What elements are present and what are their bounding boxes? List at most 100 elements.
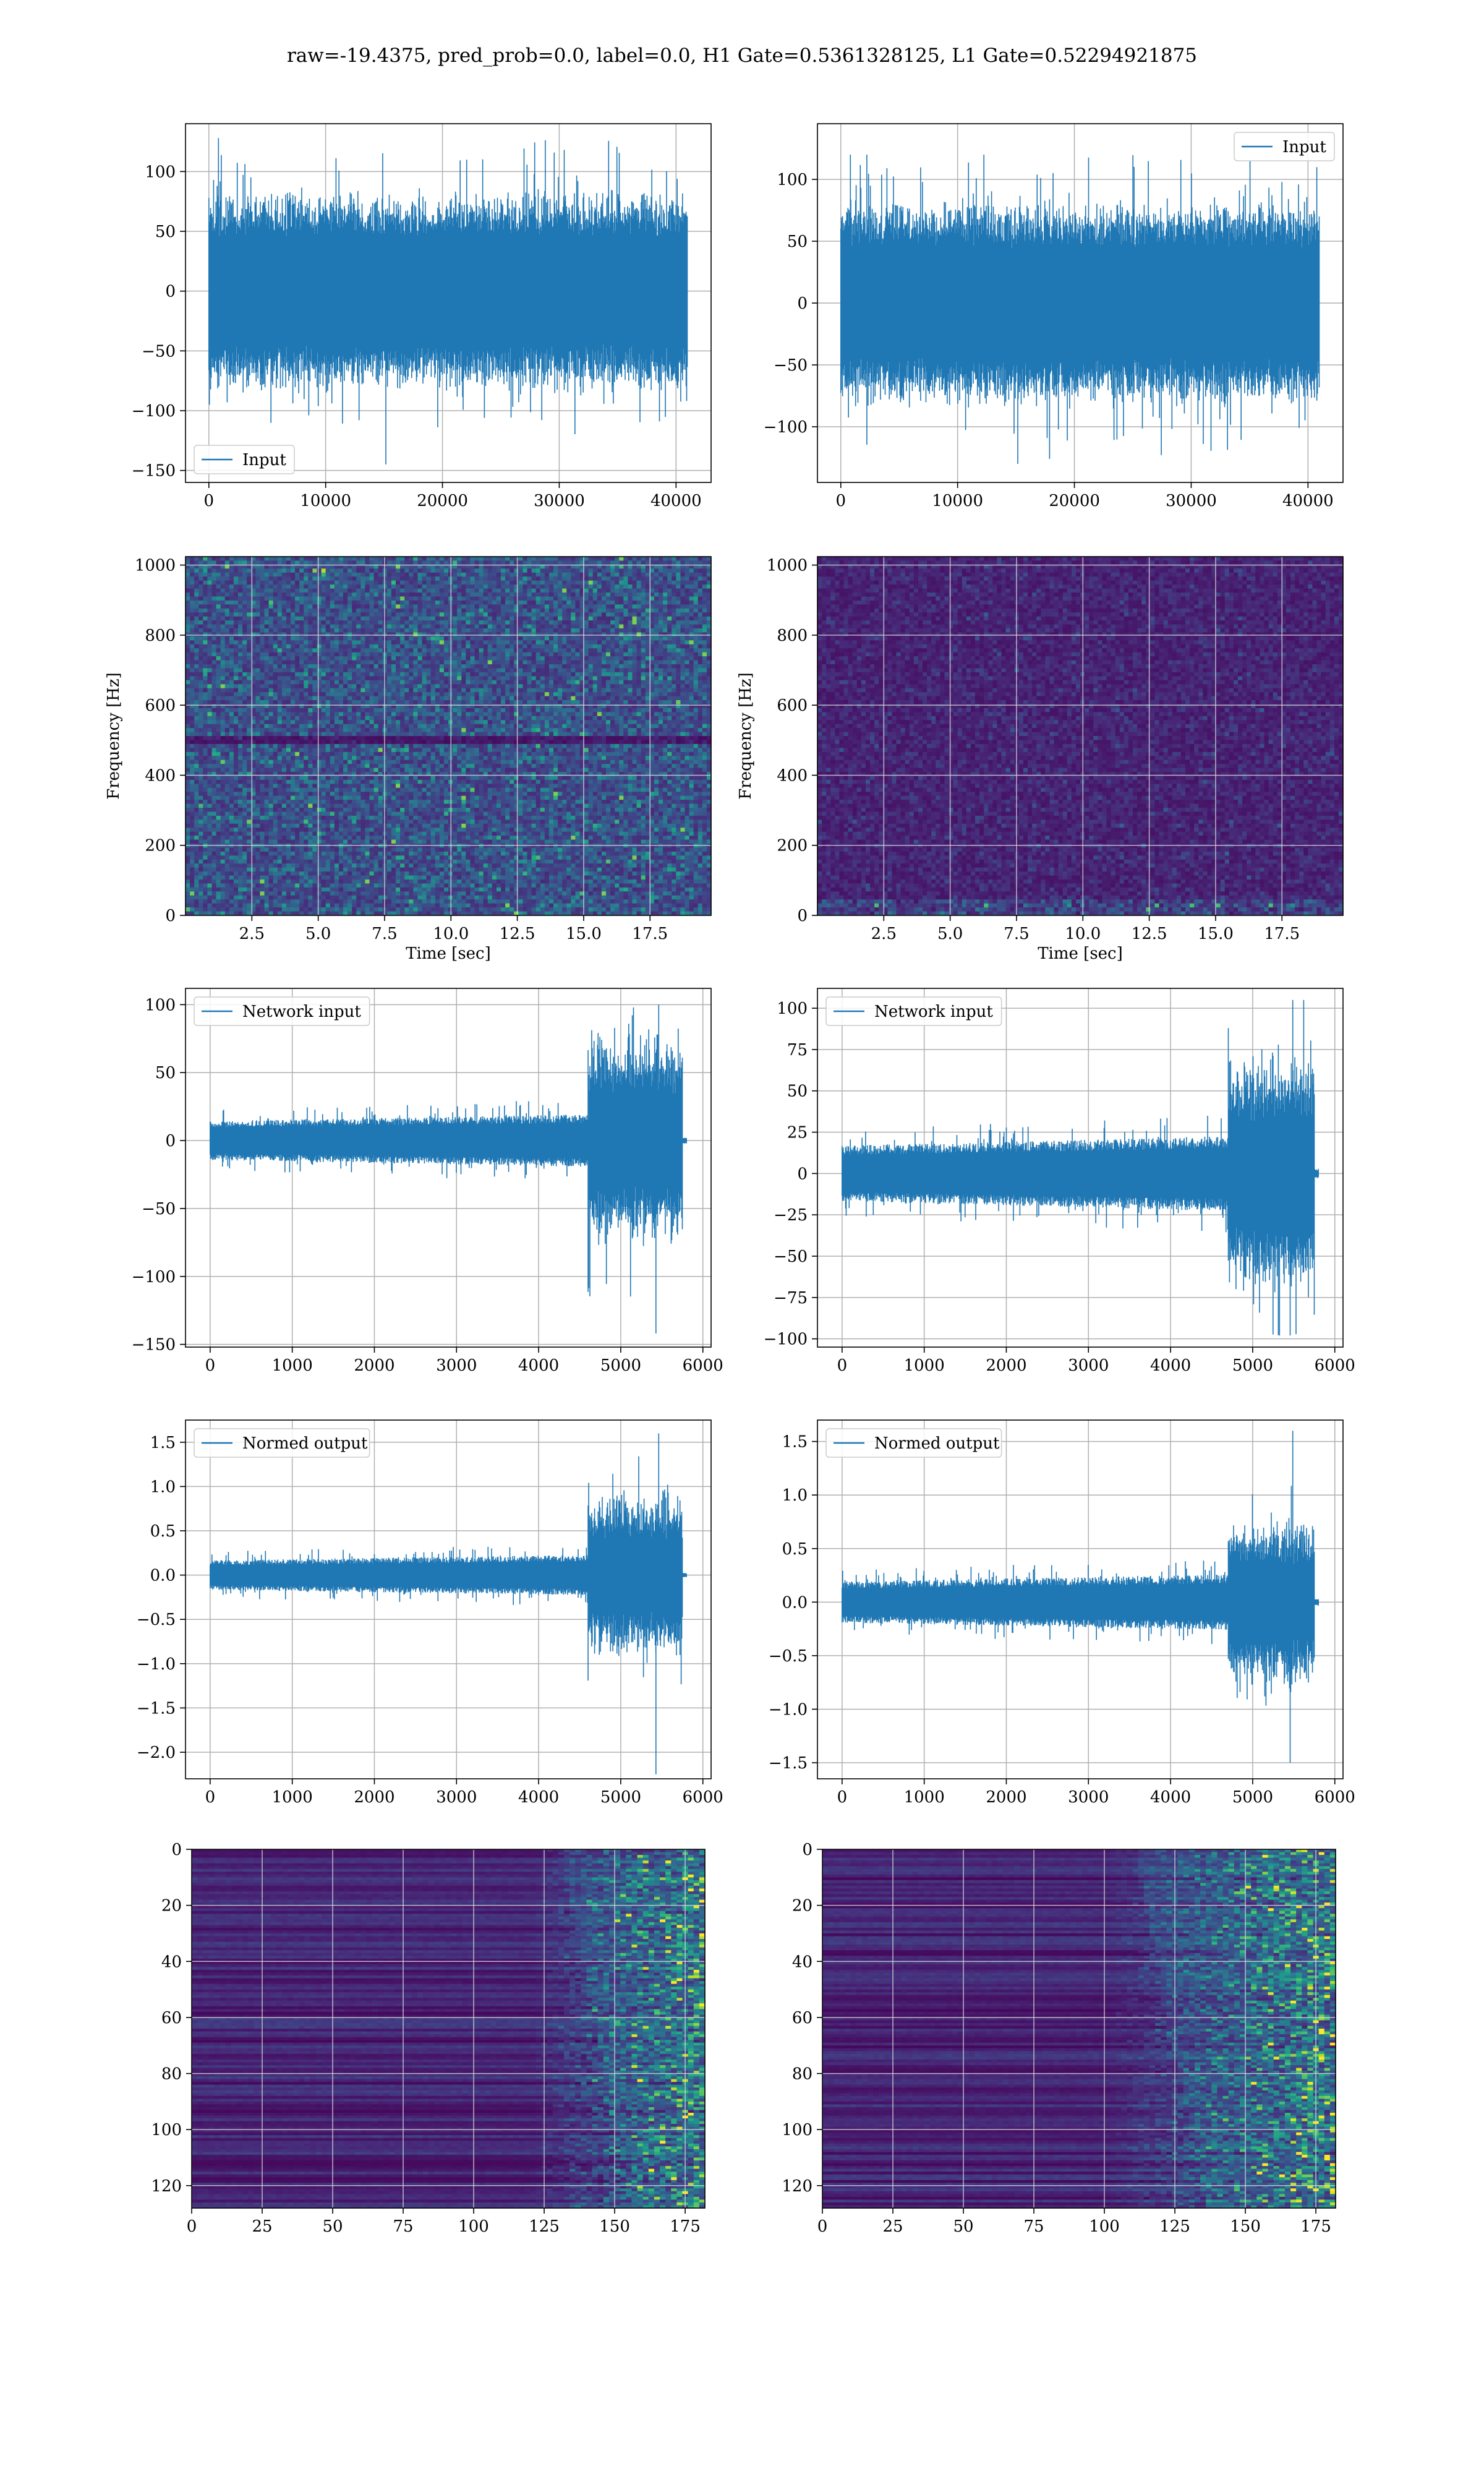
heatmap-cell — [370, 632, 375, 636]
heatmap-cell — [326, 620, 331, 625]
heatmap-cell — [282, 708, 287, 713]
heatmap-cell — [194, 632, 199, 636]
heatmap-cell — [322, 644, 326, 649]
heatmap-cell — [322, 656, 326, 661]
heatmap-cell — [317, 692, 322, 696]
heatmap-cell — [391, 708, 396, 713]
heatmap-cell — [540, 576, 545, 581]
heatmap-cell — [646, 668, 650, 672]
heatmap-cell — [685, 625, 690, 629]
heatmap-cell — [207, 604, 212, 609]
heatmap-cell — [457, 596, 462, 601]
heatmap-cell — [273, 584, 278, 589]
heatmap-cell — [282, 656, 287, 661]
heatmap-cell — [641, 700, 646, 704]
heatmap-cell — [444, 700, 449, 704]
heatmap-cell — [374, 661, 379, 665]
heatmap-cell — [348, 648, 352, 653]
heatmap-cell — [238, 684, 243, 688]
heatmap-cell — [431, 589, 436, 593]
heatmap-cell — [374, 584, 379, 589]
heatmap-cell — [348, 676, 352, 680]
heatmap-cell — [575, 680, 580, 685]
heatmap-cell — [186, 576, 190, 581]
heatmap-cell — [400, 700, 405, 704]
heatmap-cell — [461, 589, 466, 593]
heatmap-cell — [295, 688, 300, 693]
heatmap-cell — [435, 653, 440, 657]
heatmap-cell — [242, 640, 247, 644]
heatmap-cell — [518, 644, 523, 649]
heatmap-cell — [378, 573, 383, 577]
heatmap-cell — [659, 609, 663, 613]
heatmap-cell — [676, 688, 681, 693]
heatmap-cell — [326, 568, 331, 573]
heatmap-cell — [322, 620, 326, 625]
heatmap-cell — [667, 581, 672, 585]
heatmap-cell — [667, 692, 672, 696]
heatmap-cell — [299, 680, 304, 685]
heatmap-cell — [615, 601, 620, 605]
heatmap-cell — [667, 700, 672, 704]
heatmap-cell — [698, 584, 703, 589]
heatmap-cell — [466, 692, 471, 696]
heatmap-cell — [597, 640, 602, 644]
heatmap-cell — [273, 700, 278, 704]
heatmap-cell — [619, 581, 624, 585]
heatmap-cell — [378, 584, 383, 589]
heatmap-cell — [365, 656, 370, 661]
heatmap-cell — [558, 676, 563, 680]
heatmap-cell — [575, 576, 580, 581]
heatmap-cell — [374, 593, 379, 597]
heatmap-cell — [488, 568, 493, 573]
heatmap-cell — [330, 632, 335, 636]
heatmap-cell — [335, 568, 339, 573]
heatmap-cell — [278, 560, 283, 565]
heatmap-cell — [540, 680, 545, 685]
heatmap-cell — [610, 604, 615, 609]
heatmap-cell — [461, 653, 466, 657]
heatmap-cell — [589, 617, 594, 621]
heatmap-cell — [435, 636, 440, 641]
heatmap-cell — [633, 557, 638, 561]
heatmap-cell — [501, 708, 506, 713]
heatmap-cell — [536, 653, 541, 657]
heatmap-cell — [322, 661, 326, 665]
heatmap-cell — [299, 644, 304, 649]
heatmap-cell — [606, 604, 611, 609]
heatmap-cell — [198, 684, 203, 688]
heatmap-cell — [304, 644, 309, 649]
heatmap-cell — [558, 589, 563, 593]
heatmap-cell — [391, 589, 396, 593]
heatmap-cell — [269, 708, 274, 713]
heatmap-cell — [225, 584, 230, 589]
heatmap-cell — [440, 576, 445, 581]
heatmap-cell — [536, 661, 541, 665]
heatmap-cell — [247, 589, 252, 593]
heatmap-cell — [518, 672, 523, 677]
heatmap-cell — [186, 672, 190, 677]
heatmap-cell — [602, 700, 607, 704]
heatmap-cell — [457, 581, 462, 585]
heatmap-cell — [470, 700, 475, 704]
heatmap-cell — [453, 700, 458, 704]
heatmap-cell — [435, 625, 440, 629]
heatmap-cell — [562, 676, 567, 680]
heatmap-cell — [348, 661, 352, 665]
heatmap-cell — [291, 612, 296, 617]
heatmap-cell — [492, 628, 497, 633]
heatmap-cell — [540, 692, 545, 696]
heatmap-cell — [212, 568, 217, 573]
heatmap-cell — [566, 684, 571, 688]
heatmap-cell — [571, 612, 576, 617]
heatmap-cell — [229, 636, 234, 641]
heatmap-cell — [619, 656, 624, 661]
heatmap-cell — [229, 560, 234, 565]
heatmap-cell — [532, 688, 537, 693]
heatmap-cell — [562, 640, 567, 644]
heatmap-cell — [409, 581, 414, 585]
heatmap-cell — [308, 632, 313, 636]
heatmap-cell — [343, 680, 348, 685]
heatmap-cell — [514, 620, 519, 625]
heatmap-cell — [348, 573, 352, 577]
